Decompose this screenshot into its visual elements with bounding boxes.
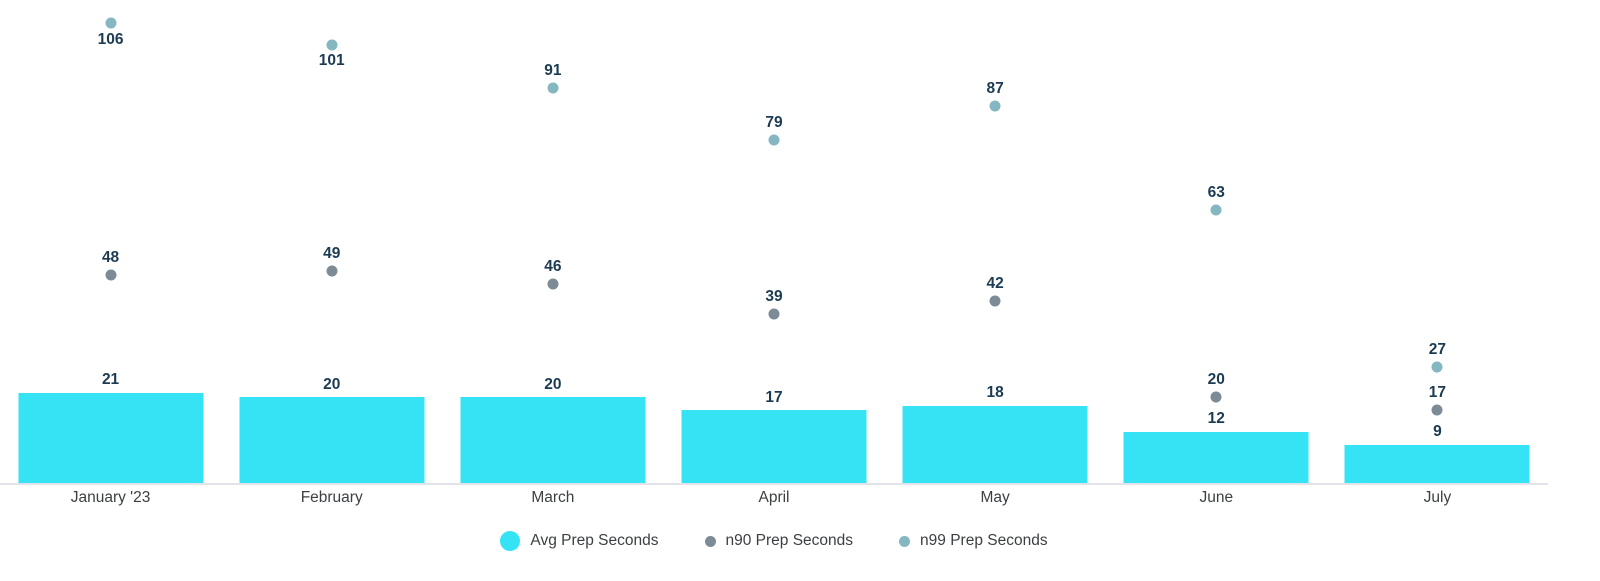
n99-value-label: 27 (1428, 340, 1447, 358)
legend-label: n90 Prep Seconds (725, 532, 854, 549)
n99-dot[interactable] (547, 82, 559, 94)
x-axis-label: July (1423, 489, 1452, 506)
plot-area: 21 48 106 20 49 101 20 46 91 17 39 79 18 42 87 12 20 63 9 1… (0, 0, 1548, 484)
avg-value-label: 12 (1207, 410, 1225, 428)
legend-marker-icon (899, 535, 911, 547)
bar-avg-prep-seconds[interactable] (902, 405, 1088, 484)
n99-value-label: 101 (318, 52, 345, 70)
avg-value-label: 9 (1433, 423, 1442, 441)
avg-value-label: 21 (101, 371, 120, 389)
x-axis-labels: January '23 February March April May June July (0, 489, 1548, 509)
x-axis-label: May (980, 489, 1010, 506)
n90-value-label: 20 (1207, 371, 1225, 389)
n90-dot[interactable] (1431, 404, 1443, 416)
n90-dot[interactable] (1210, 391, 1222, 403)
x-axis-label: January '23 (70, 489, 151, 506)
category-slot-2: 20 49 101 (221, 0, 442, 484)
x-axis-line (0, 483, 1548, 485)
n99-value-label: 63 (1207, 184, 1225, 202)
category-slot-1: 21 48 106 (0, 0, 221, 484)
n90-dot[interactable] (989, 295, 1001, 307)
x-axis-label: June (1199, 489, 1234, 506)
n99-dot[interactable] (326, 39, 338, 51)
n90-value-label: 49 (323, 244, 341, 262)
bar-avg-prep-seconds[interactable] (18, 392, 204, 484)
legend-item-n99-prep-seconds[interactable]: n99 Prep Seconds (899, 532, 1048, 550)
n90-dot[interactable] (547, 278, 559, 290)
n90-value-label: 46 (544, 257, 562, 275)
avg-value-label: 18 (986, 384, 1004, 402)
x-axis-label: March (531, 489, 575, 506)
n99-value-label: 79 (765, 114, 783, 132)
legend-marker-icon (704, 535, 716, 547)
bar-avg-prep-seconds[interactable] (1344, 444, 1530, 484)
category-slot-6: 12 20 63 (1106, 0, 1327, 484)
legend-item-avg-prep-seconds[interactable]: Avg Prep Seconds (500, 531, 659, 551)
legend-item-n90-prep-seconds[interactable]: n90 Prep Seconds (704, 532, 854, 550)
n99-dot[interactable] (768, 134, 780, 146)
x-axis-label: February (300, 489, 363, 506)
x-axis-label: April (758, 489, 790, 506)
n99-dot[interactable] (989, 100, 1001, 112)
n99-value-label: 106 (97, 30, 124, 48)
n99-value-label: 91 (544, 62, 562, 80)
bar-avg-prep-seconds[interactable] (1123, 431, 1309, 484)
bar-avg-prep-seconds[interactable] (460, 397, 646, 484)
n90-dot[interactable] (768, 308, 780, 320)
avg-value-label: 20 (323, 375, 341, 393)
n99-value-label: 87 (986, 79, 1004, 97)
n90-value-label: 17 (1428, 384, 1447, 402)
avg-value-label: 17 (765, 388, 783, 406)
n90-value-label: 48 (101, 249, 120, 267)
bar-avg-prep-seconds[interactable] (239, 397, 425, 484)
category-slot-5: 18 42 87 (885, 0, 1106, 484)
category-slot-7: 9 17 27 (1327, 0, 1548, 484)
n99-dot[interactable] (1210, 204, 1222, 216)
n99-dot[interactable] (1431, 361, 1443, 373)
legend: Avg Prep Seconds n90 Prep Seconds n99 Prep… (0, 531, 1548, 551)
n90-value-label: 42 (986, 275, 1004, 293)
n90-value-label: 39 (765, 288, 783, 306)
n90-dot[interactable] (326, 265, 338, 277)
category-slot-4: 17 39 79 (663, 0, 884, 484)
legend-label: Avg Prep Seconds (530, 532, 659, 549)
legend-marker-icon (500, 531, 521, 551)
legend-label: n99 Prep Seconds (920, 532, 1048, 549)
n90-dot[interactable] (105, 269, 117, 281)
n99-dot[interactable] (105, 17, 117, 29)
category-slot-3: 20 46 91 (442, 0, 663, 484)
avg-value-label: 20 (544, 375, 562, 393)
bar-avg-prep-seconds[interactable] (681, 410, 867, 484)
